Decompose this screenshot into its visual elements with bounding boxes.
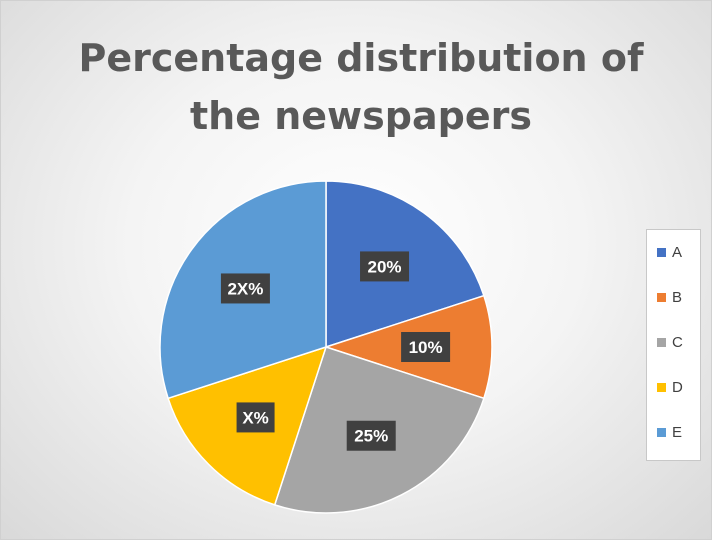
- data-label-text-d: X%: [242, 408, 268, 427]
- legend-label-b: B: [672, 289, 683, 306]
- legend-swatch-b: [657, 293, 666, 302]
- data-label-text-a: 20%: [368, 257, 402, 276]
- legend-swatch-d: [657, 383, 666, 392]
- data-label-e: 2X%: [220, 273, 270, 304]
- legend-item-a: A: [657, 244, 700, 289]
- data-label-box-e: [220, 273, 270, 304]
- data-label-box-a: [360, 251, 410, 282]
- legend-label-c: C: [672, 334, 683, 351]
- legend-label-e: E: [672, 424, 683, 441]
- data-label-box-d: [236, 402, 275, 433]
- data-label-text-c: 25%: [354, 427, 388, 446]
- data-label-box-b: [401, 332, 451, 362]
- legend-item-e: E: [657, 424, 700, 469]
- data-label-d: X%: [236, 402, 275, 433]
- chart-title: Percentage distribution of the newspaper…: [78, 36, 644, 138]
- data-label-b: 10%: [401, 332, 451, 362]
- legend-swatch-a: [657, 248, 666, 257]
- legend-item-b: B: [657, 289, 700, 334]
- data-label-a: 20%: [360, 251, 410, 282]
- legend: A B C D E: [646, 229, 701, 461]
- data-label-text-b: 10%: [409, 338, 443, 357]
- legend-label-a: A: [672, 244, 683, 261]
- data-label-c: 25%: [346, 420, 396, 451]
- legend-label-d: D: [672, 379, 683, 396]
- legend-item-d: D: [657, 379, 700, 424]
- legend-swatch-c: [657, 338, 666, 347]
- data-label-text-e: 2X%: [227, 279, 263, 298]
- data-label-box-c: [346, 420, 396, 451]
- legend-swatch-e: [657, 428, 666, 437]
- legend-item-c: C: [657, 334, 700, 379]
